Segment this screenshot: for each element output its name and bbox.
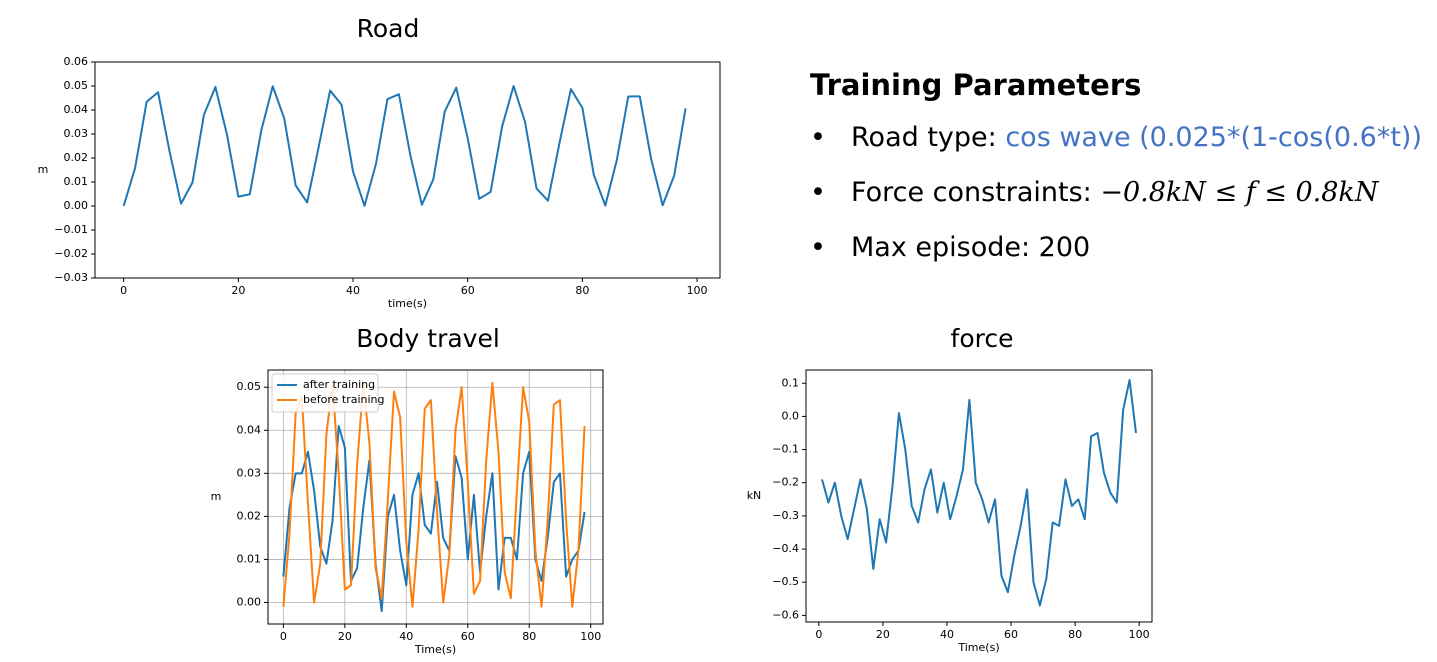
y-tick-label: 0.01 — [237, 552, 262, 565]
x-tick-label: 40 — [940, 628, 954, 641]
y-tick-label: 0.02 — [237, 509, 262, 522]
x-tick-label: 80 — [1068, 628, 1082, 641]
plot-frame — [94, 61, 721, 279]
y-tick-label: −0.01 — [54, 223, 88, 236]
y-axis-label: m — [38, 163, 49, 176]
legend-box — [271, 373, 379, 413]
x-tick-label: 20 — [876, 628, 890, 641]
bullet: Road type: cos wave (0.025*(1-cos(0.6*t)… — [810, 122, 1422, 177]
y-tick-label: 0.03 — [64, 127, 89, 140]
x-tick-label: 100 — [580, 630, 601, 643]
param-label: Road type: — [851, 122, 1006, 153]
y-tick-label: −0.4 — [772, 542, 799, 555]
bullet: Max episode: 200 — [810, 232, 1422, 287]
x-axis-label: time(s) — [388, 297, 427, 310]
y-tick-label: 0.1 — [782, 376, 800, 389]
chart-title: Body travel — [356, 324, 500, 353]
y-tick-label: 0.06 — [64, 55, 89, 68]
x-tick-label: 40 — [399, 630, 413, 643]
x-tick-label: 40 — [346, 284, 360, 297]
y-tick-label: 0.0 — [782, 409, 800, 422]
y-tick-label: 0.00 — [64, 199, 89, 212]
param-label: Force constraints: — [851, 177, 1101, 208]
data-line — [821, 378, 1137, 607]
training-parameters: Training Parameters Road type: cos wave … — [810, 68, 1422, 287]
x-tick-label: 0 — [280, 630, 287, 643]
y-tick-label: 0.02 — [64, 151, 89, 164]
y-tick-label: −0.03 — [54, 271, 88, 284]
x-tick-label: 80 — [575, 284, 589, 297]
y-tick-label: 0.03 — [237, 466, 262, 479]
chart-title: Road — [357, 14, 420, 43]
y-axis-label: kN — [747, 489, 762, 502]
x-tick-label: 20 — [231, 284, 245, 297]
bullet: Force constraints: −0.8kN ≤ f ≤ 0.8kN — [810, 177, 1422, 232]
parameters-title: Training Parameters — [810, 68, 1142, 102]
x-axis-label: Time(s) — [957, 641, 999, 654]
y-tick-label: −0.3 — [772, 509, 799, 522]
plot-frame — [267, 369, 604, 625]
chart-title: force — [951, 324, 1014, 353]
y-tick-label: −0.02 — [54, 247, 88, 260]
data-line — [122, 85, 687, 207]
y-tick-label: 0.05 — [64, 79, 89, 92]
param-value: cos wave (0.025*(1-cos(0.6*t)) — [1005, 122, 1422, 153]
legend-label: before training — [303, 393, 385, 406]
x-tick-label: 20 — [338, 630, 352, 643]
x-tick-label: 100 — [1129, 628, 1150, 641]
x-tick-label: 80 — [522, 630, 536, 643]
x-tick-label: 60 — [461, 630, 475, 643]
legend-label: after training — [303, 378, 375, 391]
y-tick-label: 0.05 — [237, 380, 262, 393]
x-tick-label: 60 — [461, 284, 475, 297]
y-tick-label: −0.5 — [772, 575, 799, 588]
y-tick-label: 0.00 — [237, 595, 262, 608]
y-tick-label: −0.6 — [772, 608, 799, 621]
y-axis-label: m — [211, 490, 222, 503]
x-tick-label: 60 — [1004, 628, 1018, 641]
y-tick-label: −0.2 — [772, 476, 799, 489]
x-tick-label: 100 — [687, 284, 708, 297]
y-tick-label: 0.04 — [64, 103, 89, 116]
plot-frame — [805, 369, 1153, 623]
y-tick-label: 0.04 — [237, 423, 262, 436]
y-tick-label: 0.01 — [64, 175, 89, 188]
x-axis-label: Time(s) — [414, 643, 456, 656]
param-value: −0.8kN ≤ f ≤ 0.8kN — [1100, 177, 1379, 208]
x-tick-label: 0 — [120, 284, 127, 297]
y-tick-label: −0.1 — [772, 443, 799, 456]
x-tick-label: 0 — [815, 628, 822, 641]
param-label: Max episode: 200 — [851, 232, 1091, 263]
